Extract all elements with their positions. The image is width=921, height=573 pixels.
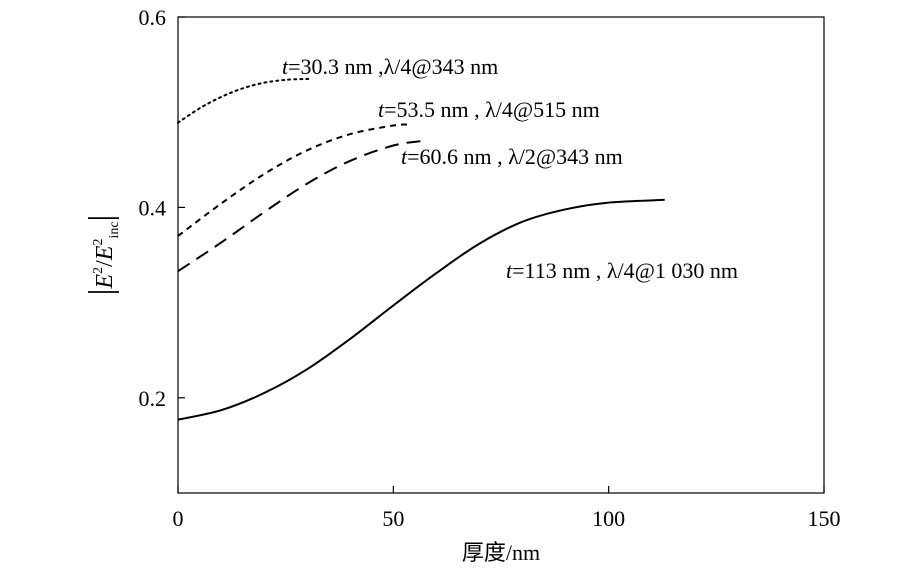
x-tick-label: 100 — [592, 506, 625, 531]
annotation-series-2-t: t — [378, 97, 385, 122]
series-line-1 — [177, 77, 310, 124]
annotation-series-4-t: t — [506, 258, 513, 283]
y-axis-title-sup2: 2 — [91, 239, 106, 246]
y-axis-title-slash: / — [92, 260, 118, 267]
annotation-series-1: t=30.3 nm ,λ/4@343 nm — [282, 54, 498, 79]
y-tick-label: 0.4 — [139, 195, 167, 220]
y-axis-title-e1: E — [92, 274, 118, 290]
annotation-series-3-t: t — [401, 144, 408, 169]
series-line-2 — [177, 123, 409, 237]
annotation-series-1-t: t — [282, 54, 289, 79]
x-tick-label: 150 — [808, 506, 841, 531]
y-axis-title: |E2/E2inc| — [83, 215, 122, 296]
x-axis-title: 厚度/nm — [462, 540, 540, 565]
annotation-series-1-rest: =30.3 nm ,λ/4@343 nm — [288, 54, 498, 79]
y-axis-title-bar-left: | — [83, 289, 120, 296]
plot-frame — [177, 16, 825, 494]
series-line-3 — [177, 139, 424, 273]
annotation-series-2-rest: =53.5 nm , λ/4@515 nm — [384, 97, 600, 122]
annotation-series-4-rest: =113 nm , λ/4@1 030 nm — [512, 258, 738, 283]
y-axis-title-sup1: 2 — [91, 267, 106, 274]
svg-text:|E2/E2inc|: |E2/E2inc| — [83, 215, 122, 296]
x-tick-label: 50 — [382, 506, 404, 531]
series-layer — [177, 77, 665, 421]
ticks-layer: 0 50 100 150 0.2 0.4 0.6 — [139, 5, 841, 531]
x-tick-label: 0 — [173, 506, 184, 531]
annotation-series-3-rest: =60.6 nm , λ/2@343 nm — [407, 144, 623, 169]
y-tick-label: 0.6 — [139, 5, 167, 30]
y-axis-title-sub: inc — [107, 221, 122, 238]
y-axis-title-e2: E — [92, 245, 118, 261]
series-line-4 — [177, 198, 665, 421]
y-tick-label: 0.2 — [139, 386, 167, 411]
y-axis-title-bar-right: | — [83, 215, 120, 222]
annotation-series-3: t=60.6 nm , λ/2@343 nm — [401, 144, 623, 169]
annotation-series-2: t=53.5 nm , λ/4@515 nm — [378, 97, 600, 122]
annotation-series-4: t=113 nm , λ/4@1 030 nm — [506, 258, 738, 283]
